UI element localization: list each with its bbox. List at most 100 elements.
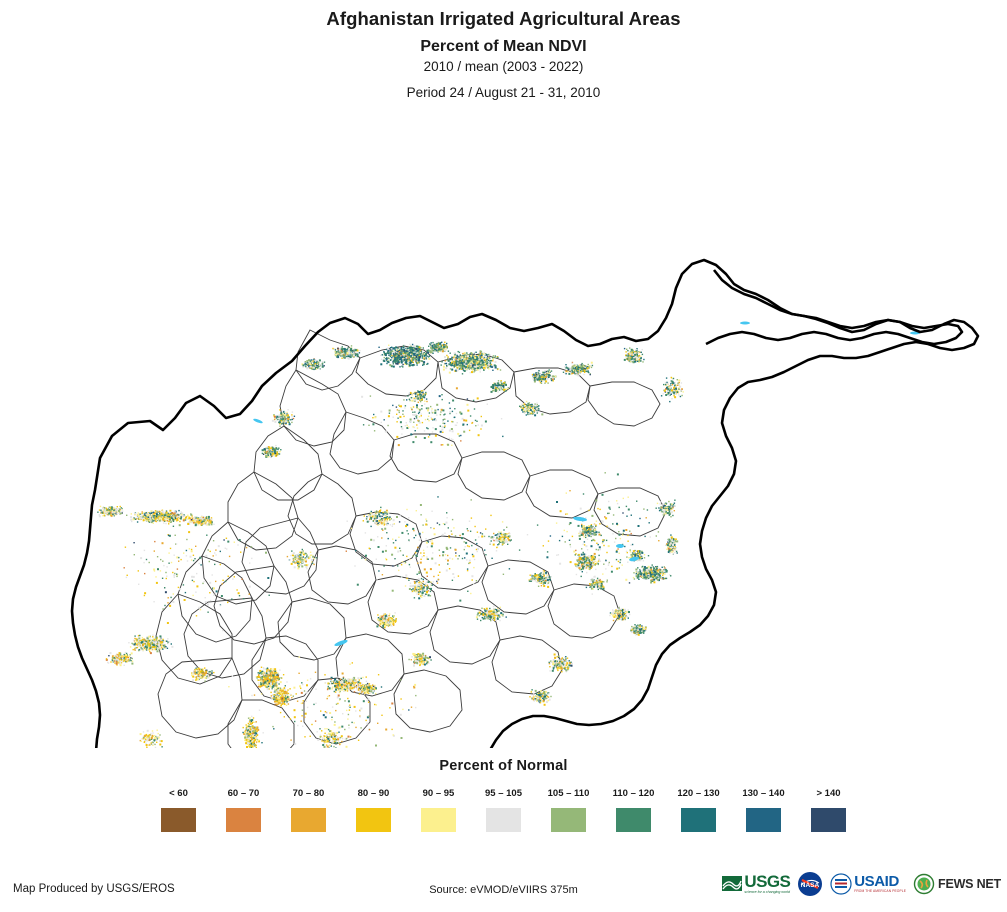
- ndvi-pixel: [143, 643, 145, 645]
- ndvi-pixel: [354, 353, 356, 355]
- ndvi-pixel: [149, 647, 151, 649]
- ndvi-pixel: [505, 388, 507, 390]
- ndvi-pixel: [579, 369, 582, 372]
- ndvi-pixel: [117, 508, 119, 510]
- ndvi-pixel: [126, 660, 128, 663]
- ndvi-pixel: [480, 361, 483, 363]
- ndvi-pixel: [340, 348, 343, 350]
- ndvi-pixel: [257, 685, 260, 688]
- ndvi-pixel: [407, 347, 410, 350]
- ndvi-pixel: [451, 364, 454, 366]
- ndvi-pixel: [343, 355, 345, 358]
- ndvi-pixel: [395, 355, 397, 358]
- ndvi-pixel: [467, 356, 470, 359]
- ndvi-pixel: [490, 386, 493, 388]
- ndvi-pixel: [381, 354, 383, 356]
- ndvi-pixel: [162, 648, 164, 650]
- ndvi-pixel: [377, 522, 379, 525]
- ndvi-pixel: [108, 506, 111, 509]
- ndvi-pixel: [199, 522, 202, 525]
- ndvi-pixel: [462, 369, 465, 371]
- ndvi-pixel: [544, 378, 547, 380]
- ndvi-pixel: [466, 365, 468, 367]
- ndvi-pixel: [374, 517, 376, 519]
- ndvi-pixel: [160, 513, 162, 516]
- ndvi-pixel: [580, 370, 583, 372]
- ndvi-pixel: [262, 677, 265, 680]
- ndvi-pixel: [109, 506, 112, 509]
- ndvi-pixel: [473, 353, 475, 355]
- ndvi-pixel: [198, 669, 201, 671]
- ndvi-pixel: [134, 518, 137, 520]
- ndvi-pixel: [415, 361, 417, 363]
- ndvi-pixel: [170, 516, 173, 519]
- ndvi-pixel: [501, 388, 503, 391]
- ndvi-pixel: [450, 362, 453, 364]
- ndvi-pixel: [475, 369, 477, 371]
- ndvi-pixel: [362, 520, 364, 522]
- ndvi-pixel: [536, 374, 538, 377]
- ndvi-pixel: [420, 351, 423, 353]
- ndvi-pixel: [384, 353, 386, 355]
- ndvi-pixel: [266, 451, 269, 454]
- ndvi-pixel: [386, 521, 388, 523]
- ndvi-pixel: [437, 349, 439, 352]
- ndvi-pixel: [345, 348, 348, 351]
- ndvi-pixel: [274, 683, 277, 686]
- ndvi-pixel: [462, 363, 464, 365]
- ndvi-pixel: [567, 369, 570, 371]
- ndvi-pixel: [438, 348, 440, 351]
- ndvi-pixel: [173, 511, 176, 514]
- ndvi-pixel: [573, 366, 575, 368]
- ndvi-pixel: [481, 367, 483, 369]
- ndvi-pixel: [574, 365, 576, 367]
- ndvi-pixel: [341, 353, 343, 356]
- ndvi-pixel: [375, 510, 378, 512]
- ndvi-pixel: [476, 361, 478, 363]
- ndvi-pixel: [207, 676, 210, 679]
- ndvi-pixel: [436, 345, 439, 348]
- ndvi-pixel: [262, 453, 265, 455]
- ndvi-pixel: [134, 642, 136, 645]
- province-boundary: [335, 633, 405, 697]
- ndvi-pixel: [374, 511, 376, 514]
- ndvi-pixel: [390, 351, 392, 353]
- ndvi-pixel: [495, 382, 498, 384]
- ndvi-pixel: [541, 374, 543, 377]
- ndvi-pixel: [276, 451, 278, 454]
- ndvi-pixel: [466, 357, 468, 360]
- ndvi-pixel: [188, 516, 190, 518]
- ndvi-pixel: [453, 366, 455, 368]
- ndvi-pixel: [466, 369, 468, 371]
- ndvi-pixel: [488, 368, 490, 370]
- ndvi-pixel: [160, 512, 163, 514]
- province-boundary: [287, 473, 357, 545]
- ndvi-pixel: [192, 520, 194, 522]
- ndvi-pixel: [150, 518, 152, 520]
- ndvi-pixel: [313, 368, 315, 371]
- ndvi-pixel: [503, 384, 505, 387]
- ndvi-pixel: [416, 393, 418, 395]
- ndvi-pixel: [419, 399, 421, 401]
- ndvi-pixel: [191, 517, 194, 520]
- ndvi-pixel: [421, 360, 423, 362]
- ndvi-pixel: [124, 651, 127, 654]
- ndvi-pixel: [162, 638, 164, 641]
- ndvi-pixel: [416, 350, 418, 352]
- ndvi-pixel: [267, 456, 269, 458]
- ndvi-pixel: [191, 521, 194, 524]
- ndvi-pixel: [412, 392, 414, 394]
- ndvi-pixel: [158, 648, 160, 651]
- ndvi-pixel: [149, 637, 152, 639]
- province-boundary: [279, 369, 347, 447]
- map-canvas[interactable]: [0, 118, 1007, 748]
- ndvi-pixel: [448, 371, 451, 374]
- ndvi-pixel: [184, 519, 187, 521]
- ndvi-pixel: [416, 395, 419, 397]
- ndvi-pixel: [552, 378, 554, 380]
- ndvi-pixel: [192, 679, 195, 682]
- ndvi-pixel: [334, 353, 337, 356]
- ndvi-pixel: [504, 381, 506, 384]
- afghanistan-map-svg[interactable]: [0, 118, 1007, 748]
- ndvi-pixel: [421, 354, 423, 356]
